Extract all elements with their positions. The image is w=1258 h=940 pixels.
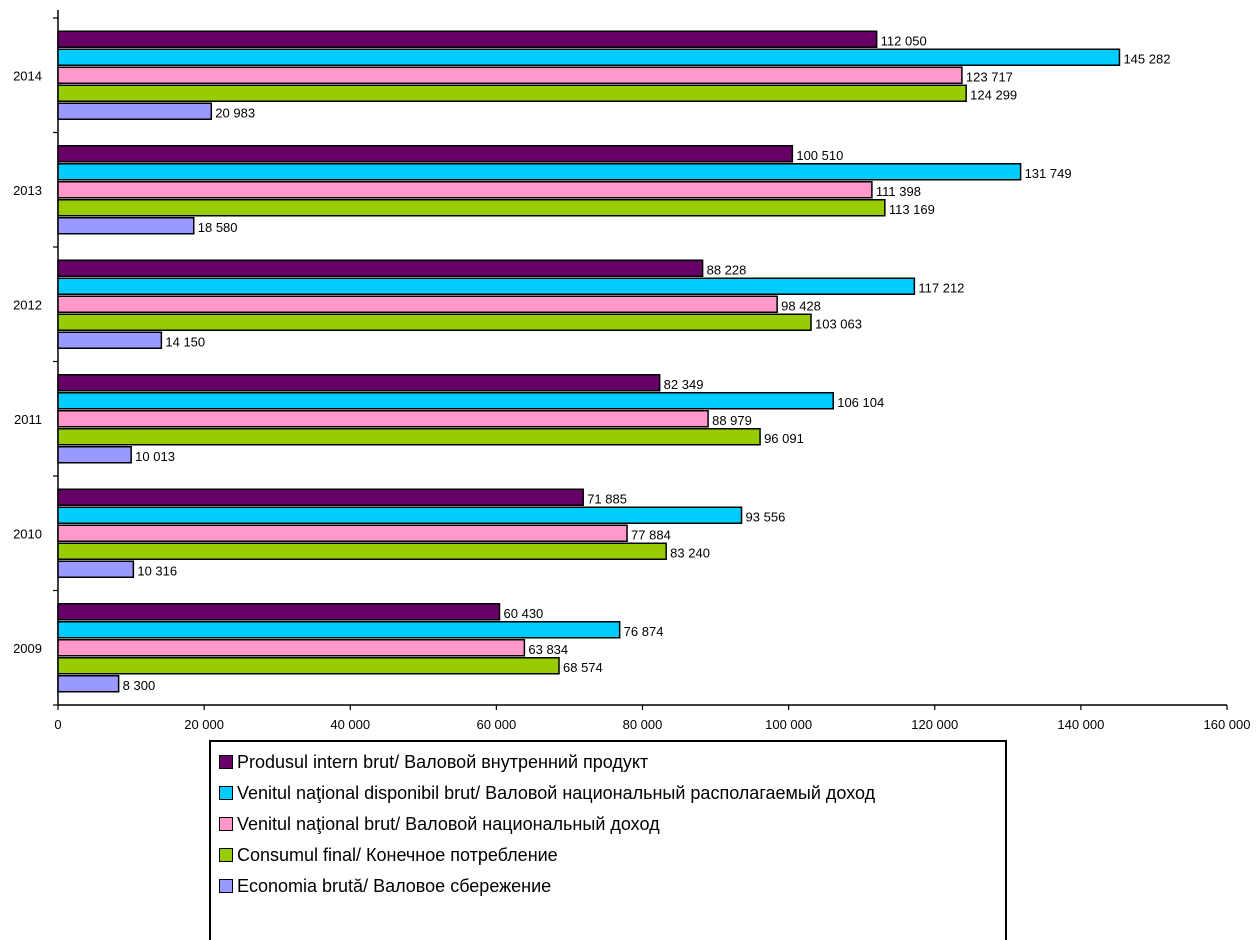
bar <box>57 48 1121 66</box>
bar <box>57 84 967 102</box>
data-label: 145 282 <box>1123 51 1170 66</box>
bar <box>57 392 834 410</box>
data-label: 98 428 <box>781 298 821 313</box>
legend-label: Economia brută/ Валовое сбережение <box>237 875 552 896</box>
x-tick-label: 60 000 <box>476 717 516 732</box>
bar <box>57 542 667 560</box>
y-category-label: 2011 <box>14 412 42 427</box>
y-category-label: 2013 <box>13 183 42 198</box>
legend-item: Venitul naţional brut/ Валовой националь… <box>219 812 660 836</box>
bar <box>57 30 878 48</box>
legend-swatch <box>219 817 233 831</box>
data-label: 71 885 <box>587 491 627 506</box>
data-label: 117 212 <box>918 280 964 295</box>
bar <box>57 199 886 217</box>
data-label: 111 398 <box>876 184 921 199</box>
y-category-label: 2009 <box>13 641 42 656</box>
bar <box>57 603 501 621</box>
bar <box>57 639 526 657</box>
legend-item: Consumul final/ Конечное потребление <box>219 843 558 867</box>
legend-swatch <box>219 786 233 800</box>
data-label: 77 884 <box>631 527 671 542</box>
legend-item: Economia brută/ Валовое сбережение <box>219 874 551 898</box>
bar <box>57 145 794 163</box>
bar <box>57 66 963 84</box>
x-tick-label: 140 000 <box>1057 717 1104 732</box>
legend-swatch <box>219 879 233 893</box>
y-category-label: 2010 <box>13 526 42 541</box>
bar <box>57 102 213 120</box>
data-label: 123 717 <box>966 69 1013 84</box>
bar <box>57 295 778 313</box>
legend-swatch <box>219 848 233 862</box>
legend-label: Venitul naţional brut/ Валовой националь… <box>237 813 660 834</box>
x-tick-label: 100 000 <box>765 717 812 732</box>
data-label: 131 749 <box>1025 166 1072 181</box>
bar <box>57 428 761 446</box>
data-label: 10 013 <box>135 449 175 464</box>
y-category-label: 2014 <box>13 68 42 83</box>
bar <box>57 163 1022 181</box>
data-label: 103 063 <box>815 316 862 331</box>
bar <box>57 331 163 349</box>
data-label: 82 349 <box>664 377 704 392</box>
legend-item: Produsul intern brut/ Валовой внутренний… <box>219 750 648 774</box>
bar <box>57 410 709 428</box>
data-label: 14 150 <box>165 334 205 349</box>
data-label: 68 574 <box>563 660 603 675</box>
data-label: 100 510 <box>796 148 843 163</box>
data-label: 124 299 <box>970 87 1017 102</box>
data-label: 96 091 <box>764 431 804 446</box>
data-label: 88 979 <box>712 413 752 428</box>
bar <box>57 657 560 675</box>
bar <box>57 524 628 542</box>
bar <box>57 621 621 639</box>
x-tick-label: 120 000 <box>911 717 958 732</box>
data-label: 18 580 <box>198 220 238 235</box>
chart-legend: Produsul intern brut/ Валовой внутренний… <box>209 740 1007 940</box>
bar <box>57 506 743 524</box>
data-label: 88 228 <box>707 262 747 277</box>
data-label: 76 874 <box>624 624 664 639</box>
x-tick-label: 20 000 <box>184 717 224 732</box>
data-label: 83 240 <box>670 545 710 560</box>
y-category-label: 2012 <box>13 297 42 312</box>
x-tick-label: 40 000 <box>330 717 370 732</box>
legend-label: Consumul final/ Конечное потребление <box>237 844 558 865</box>
data-label: 113 169 <box>889 202 935 217</box>
bar <box>57 374 661 392</box>
bar <box>57 259 704 277</box>
bar <box>57 488 584 506</box>
data-label: 93 556 <box>746 509 786 524</box>
legend-swatch <box>219 755 233 769</box>
x-tick-label: 160 000 <box>1204 717 1251 732</box>
x-tick-label: 80 000 <box>623 717 663 732</box>
data-label: 10 316 <box>137 563 177 578</box>
bar <box>57 277 916 295</box>
legend-label: Venitul naţional disponibil brut/ Валово… <box>237 782 876 803</box>
data-label: 8 300 <box>123 678 156 693</box>
data-label: 63 834 <box>528 642 568 657</box>
x-tick-label: 0 <box>54 717 61 732</box>
data-label: 60 430 <box>504 606 544 621</box>
data-label: 112 050 <box>881 33 927 48</box>
bar <box>57 675 120 693</box>
bar <box>57 446 132 464</box>
data-label: 20 983 <box>215 105 255 120</box>
bar <box>57 313 812 331</box>
bar <box>57 560 135 578</box>
bar <box>57 181 873 199</box>
data-label: 106 104 <box>837 395 884 410</box>
legend-label: Produsul intern brut/ Валовой внутренний… <box>237 751 649 772</box>
bar-chart: 0 20 000 40 000 60 000 80 000 100 000 120 000 1… <box>13 10 1251 732</box>
legend-item: Venitul naţional disponibil brut/ Валово… <box>219 781 875 805</box>
bar <box>57 217 195 235</box>
